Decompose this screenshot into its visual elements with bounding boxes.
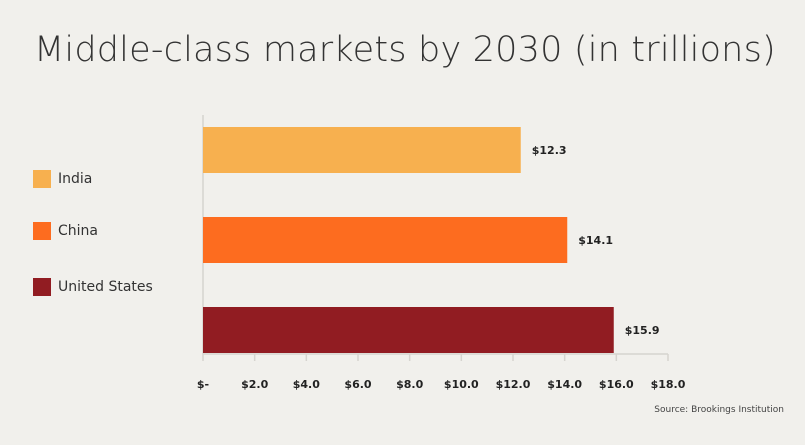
value-label-united-states: $15.9: [625, 324, 660, 337]
legend-label-united-states: United States: [58, 279, 153, 295]
bar-china: [203, 217, 568, 263]
value-label-china: $14.1: [578, 234, 613, 247]
legend-swatch-india: [33, 170, 51, 188]
x-tick-label: $14.0: [547, 378, 582, 391]
x-tick-label: $8.0: [396, 378, 423, 391]
plot-area: $12.3 $14.1 $15.9 $- $2.0 $4.0 $6.0 $8.0 $10.0 $1…: [197, 115, 686, 391]
chart-title: Middle-class markets by 2030 (in trillio…: [34, 30, 776, 70]
value-label-india: $12.3: [532, 144, 567, 157]
x-tick-label: $-: [197, 378, 209, 391]
legend-label-china: China: [58, 223, 98, 239]
bar-india: [203, 127, 521, 173]
x-tick-label: $2.0: [241, 378, 268, 391]
bar-united-states: [203, 307, 614, 353]
x-tick-label: $12.0: [496, 378, 531, 391]
x-tick-label: $16.0: [599, 378, 634, 391]
source-note: Source: Brookings Institution: [654, 405, 784, 415]
x-tick-label: $6.0: [344, 378, 371, 391]
legend-item-china: China: [33, 220, 98, 242]
legend-label-india: India: [58, 171, 93, 187]
legend-swatch-united-states: [33, 278, 51, 296]
legend-item-india: India: [33, 168, 92, 190]
x-tick-label: $4.0: [293, 378, 320, 391]
legend-swatch-china: [33, 222, 51, 240]
x-tick-label: $18.0: [651, 378, 686, 391]
x-tick-label: $10.0: [444, 378, 479, 391]
legend-item-united-states: United States: [33, 276, 153, 298]
